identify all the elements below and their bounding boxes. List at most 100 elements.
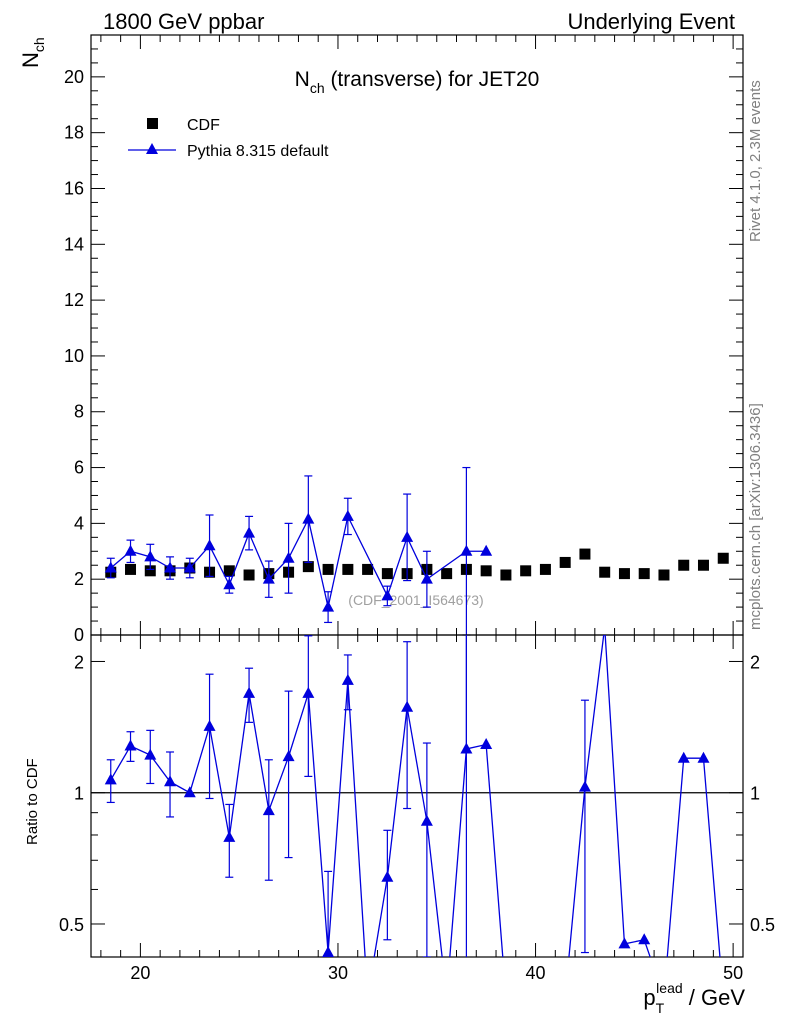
x-axis-label: pTlead / GeV — [643, 980, 745, 1016]
cdf-data-point — [500, 569, 512, 581]
ratio-data-point — [104, 773, 117, 785]
pythia-data-point — [104, 561, 117, 573]
pythia-data-point — [322, 600, 335, 612]
cdf-data-point — [144, 565, 156, 577]
ratio-data-point — [341, 673, 354, 685]
pythia-data-point — [243, 526, 256, 538]
ratio-data-point — [381, 870, 394, 882]
cdf-data-point — [342, 563, 354, 575]
mcplots-label: mcplots.cern.ch [arXiv:1306.3436] — [747, 403, 764, 630]
main-y-tick-label: 18 — [64, 123, 84, 143]
cdf-data-point — [697, 559, 709, 571]
ratio-series-line — [110, 635, 721, 957]
x-tick-label: 30 — [328, 963, 348, 983]
main-title: Nch (transverse) for JET20 — [295, 68, 540, 96]
ratio-y-tick-label: 1 — [74, 784, 84, 804]
ratio-data-point — [124, 739, 137, 751]
pythia-data-point — [460, 544, 473, 556]
energy-label: 1800 GeV ppbar — [103, 9, 264, 34]
ratio-data-point — [638, 933, 651, 945]
ratio-data-point — [420, 814, 433, 826]
cdf-data-point — [579, 548, 591, 560]
legend-marker-pythia — [146, 143, 158, 154]
rivet-version-label: Rivet 4.1.0, 2.3M events — [747, 80, 764, 242]
ratio-data-point — [578, 780, 591, 792]
legend-label-pythia: Pythia 8.315 default — [187, 143, 329, 160]
ratio-series-group — [104, 635, 721, 957]
cdf-data-point — [243, 569, 255, 581]
cdf-data-point — [441, 568, 453, 580]
ratio-data-point — [164, 775, 177, 787]
pythia-data-point — [341, 509, 354, 521]
pythia-data-point — [401, 530, 414, 542]
cdf-data-point — [302, 561, 314, 573]
main-y-tick-label: 20 — [64, 67, 84, 87]
analysis-label: Underlying Event — [567, 9, 735, 34]
pythia-data-point — [223, 578, 236, 590]
x-tick-label: 20 — [130, 963, 150, 983]
pythia-data-point — [302, 512, 315, 524]
cdf-data-point — [618, 568, 630, 580]
pythia-data-point — [164, 561, 177, 573]
cdf-data-point — [539, 563, 551, 575]
pythia-data-point — [420, 572, 433, 584]
cdf-data-point — [322, 563, 334, 575]
ratio-data-point — [677, 751, 690, 763]
main-y-tick-label: 10 — [64, 346, 84, 366]
pythia-data-point — [381, 589, 394, 601]
cdf-data-point — [559, 556, 571, 568]
ratio-panel: 20 30 40 50 0.5 0.5 1 1 2 2 — [59, 634, 775, 983]
ratio-data-point — [697, 751, 710, 763]
main-y-tick-label: 4 — [74, 513, 84, 533]
cdf-data-point — [381, 568, 393, 580]
main-y-tick-label: 6 — [74, 458, 84, 478]
ratio-data-point — [480, 738, 493, 750]
legend-marker-cdf — [147, 118, 158, 129]
pythia-series-line — [110, 514, 487, 608]
ratio-y-tick-label: 0.5 — [59, 915, 84, 935]
cdf-data-point — [362, 563, 374, 575]
pythia-data-point — [262, 572, 275, 584]
cdf-data-point — [520, 565, 532, 577]
main-y-tick-label: 2 — [74, 569, 84, 589]
ratio-data-point — [262, 804, 275, 816]
x-tick-label: 40 — [526, 963, 546, 983]
cdf-data-point — [658, 569, 670, 581]
main-y-tick-label: 12 — [64, 290, 84, 310]
pythia-data-point — [203, 539, 216, 551]
cdf-data-point — [125, 563, 137, 575]
ratio-y-axis-label: Ratio to CDF — [24, 758, 41, 845]
cdf-data-point — [223, 565, 235, 577]
analysis-watermark: (CDF_2001_I564673) — [348, 592, 483, 608]
main-panel: 0 2 4 6 8 10 12 14 16 18 20 — [64, 34, 744, 645]
ratio-data-point — [183, 786, 196, 798]
ratio-data-point — [401, 700, 414, 712]
x-tick-label: 50 — [723, 963, 743, 983]
main-y-tick-label: 14 — [64, 234, 84, 254]
main-y-tick-label: 8 — [74, 402, 84, 422]
ratio-data-point — [223, 830, 236, 842]
main-y-axis-label: Nch — [18, 37, 47, 68]
ratio-y-tick-label-right: 1 — [750, 784, 760, 804]
ratio-data-point — [302, 686, 315, 698]
pythia-data-point — [124, 544, 137, 556]
pythia-data-point — [144, 550, 157, 562]
pythia-data-point — [183, 561, 196, 573]
ratio-y-tick-label: 2 — [74, 652, 84, 672]
pythia-data-point — [480, 544, 493, 556]
ratio-data-point — [282, 750, 295, 762]
pythia-data-point — [282, 551, 295, 563]
legend-label-cdf: CDF — [187, 117, 220, 134]
cdf-data-point — [717, 552, 729, 564]
cdf-data-point — [678, 559, 690, 571]
ratio-data-point — [144, 748, 157, 760]
ratio-data-point — [618, 937, 631, 949]
ratio-data-point — [322, 946, 335, 957]
ratio-data-point — [243, 686, 256, 698]
ratio-data-point — [203, 719, 216, 731]
cdf-data-point — [599, 566, 611, 578]
legend: CDF Pythia 8.315 default — [128, 117, 329, 160]
ratio-y-tick-label-right: 0.5 — [750, 915, 775, 935]
main-y-tick-label: 0 — [74, 625, 84, 645]
